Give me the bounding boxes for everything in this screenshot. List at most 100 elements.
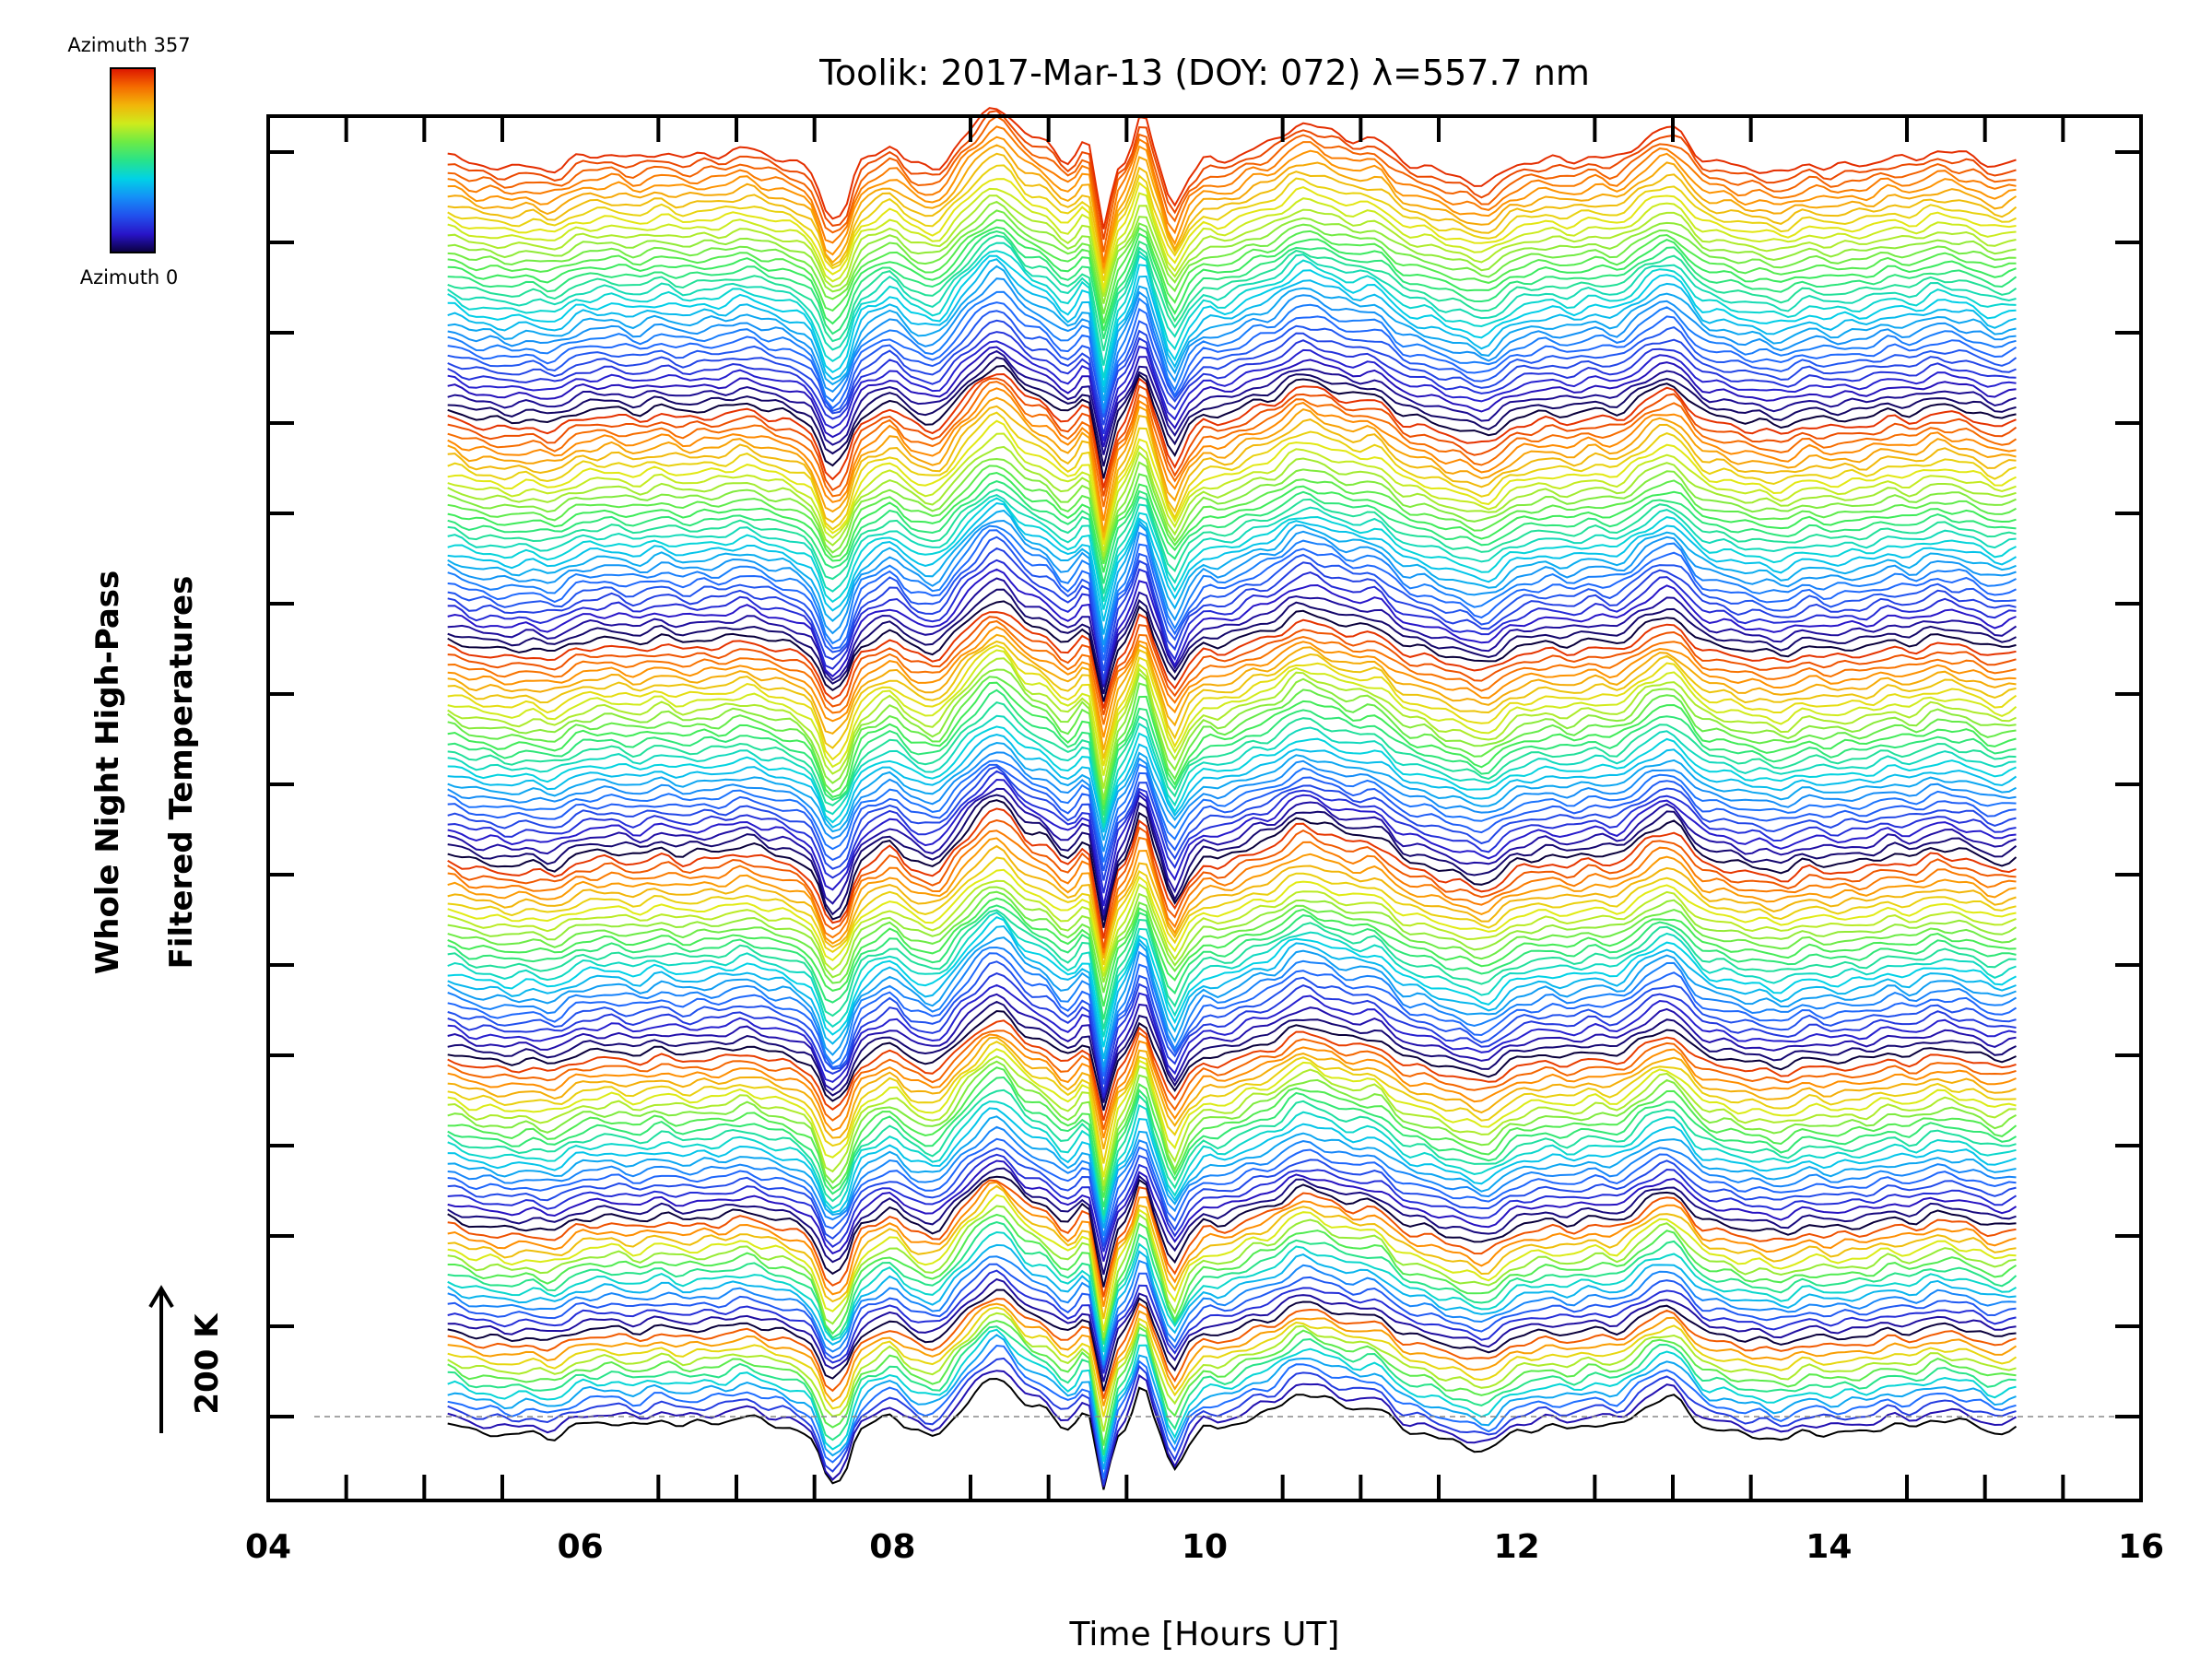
azimuth-trace — [447, 226, 2017, 332]
azimuth-trace — [447, 741, 2017, 841]
azimuth-trace — [447, 396, 2017, 533]
azimuth-trace — [447, 952, 2018, 1077]
azimuth-trace — [447, 844, 2017, 959]
azimuth-trace — [447, 807, 2017, 939]
azimuth-trace — [447, 1167, 2017, 1276]
azimuth-trace — [447, 1076, 2018, 1208]
azimuth-trace — [447, 765, 2017, 881]
azimuth-trace — [447, 364, 2017, 479]
azimuth-trace — [447, 1179, 2017, 1298]
azimuth-trace — [447, 110, 2017, 241]
azimuth-trace — [447, 258, 2017, 393]
azimuth-trace — [447, 1319, 2017, 1446]
azimuth-trace — [447, 547, 2017, 680]
plot-frame — [266, 114, 2143, 1502]
azimuth-trace — [447, 924, 2017, 1060]
azimuth-trace — [447, 187, 2017, 293]
azimuth-trace — [447, 644, 2018, 767]
azimuth-trace — [447, 1060, 2017, 1192]
azimuth-trace — [447, 759, 2017, 863]
azimuth-trace — [447, 1036, 2017, 1150]
azimuth-trace — [447, 763, 2017, 872]
azimuth-trace — [447, 497, 2017, 610]
azimuth-trace — [447, 733, 2018, 833]
azimuth-trace — [447, 886, 2018, 983]
azimuth-trace — [447, 1344, 2017, 1479]
azimuth-trace — [447, 897, 2017, 1007]
azimuth-trace — [447, 340, 2017, 441]
azimuth-trace — [447, 1159, 2018, 1262]
colorbar-bottom-label: Azimuth 0 — [80, 266, 179, 288]
azimuth-trace — [447, 494, 2017, 602]
azimuth-trace — [447, 1312, 2017, 1432]
colorbar-gradient — [110, 67, 156, 253]
azimuth-trace — [447, 725, 2017, 830]
azimuth-trace — [447, 915, 2017, 1048]
azimuth-trace — [447, 837, 2017, 956]
azimuth-trace — [447, 794, 2018, 921]
azimuth-trace — [447, 471, 2017, 573]
azimuth-trace — [447, 1125, 2017, 1237]
azimuth-trace — [447, 1205, 2017, 1338]
azimuth-trace — [447, 488, 2017, 594]
azimuth-trace — [447, 480, 2017, 584]
azimuth-trace — [447, 1288, 2017, 1392]
azimuth-trace — [447, 1153, 2018, 1253]
azimuth-trace — [447, 445, 2017, 557]
azimuth-trace — [447, 1230, 2018, 1353]
azimuth-trace — [447, 356, 2017, 467]
azimuth-trace — [447, 1055, 2017, 1186]
scale-bar-arrow-icon — [148, 1285, 174, 1309]
azimuth-trace — [447, 501, 2018, 622]
azimuth-trace — [447, 301, 2018, 415]
azimuth-trace — [447, 218, 2017, 324]
azimuth-trace — [447, 714, 2017, 828]
azimuth-trace — [447, 960, 2017, 1085]
x-tick-label: 14 — [1806, 1528, 1852, 1566]
azimuth-trace — [447, 457, 2017, 560]
azimuth-trace — [447, 535, 2017, 671]
azimuth-trace — [447, 1033, 2017, 1139]
azimuth-trace — [447, 1147, 2017, 1247]
azimuth-trace — [447, 1334, 2017, 1470]
azimuth-trace — [447, 879, 2017, 977]
azimuth-trace — [447, 1088, 2017, 1216]
azimuth-trace — [447, 700, 2017, 823]
azimuth-trace — [447, 241, 2017, 366]
azimuth-trace — [447, 290, 2017, 414]
azimuth-trace — [447, 1357, 2017, 1486]
azimuth-trace — [447, 751, 2017, 853]
azimuth-trace — [447, 1137, 2017, 1243]
azimuth-trace — [447, 626, 2017, 738]
azimuth-trace — [447, 346, 2017, 448]
azimuth-trace — [447, 1377, 2018, 1490]
x-tick-label: 06 — [558, 1528, 604, 1566]
azimuth-trace — [447, 152, 2018, 274]
azimuth-trace — [447, 144, 2018, 270]
azimuth-trace — [447, 411, 2017, 541]
azimuth-trace — [447, 1100, 2017, 1220]
azimuth-trace — [447, 1302, 2018, 1406]
azimuth-trace — [447, 465, 2017, 565]
azimuth-trace — [447, 568, 2017, 685]
azimuth-trace — [447, 1048, 2017, 1178]
azimuth-trace — [447, 616, 2017, 715]
azimuth-trace — [447, 265, 2017, 401]
azimuth-trace — [447, 381, 2018, 508]
azimuth-trace — [447, 1181, 2017, 1308]
azimuth-trace — [447, 254, 2017, 387]
azimuth-trace — [447, 250, 2017, 379]
azimuth-trace — [447, 135, 2017, 268]
scale-bar: 200 K — [148, 1285, 226, 1433]
azimuth-trace — [447, 600, 2017, 702]
azimuth-trace — [447, 234, 2018, 351]
azimuth-trace — [447, 1306, 2018, 1418]
azimuth-trace — [447, 1370, 2017, 1488]
azimuth-trace — [447, 194, 2017, 297]
azimuth-trace — [447, 799, 2018, 928]
azimuth-trace — [447, 377, 2018, 497]
azimuth-trace — [447, 778, 2017, 907]
azimuth-trace — [447, 1328, 2017, 1463]
azimuth-trace — [447, 657, 2017, 789]
azimuth-trace — [447, 936, 2017, 1068]
